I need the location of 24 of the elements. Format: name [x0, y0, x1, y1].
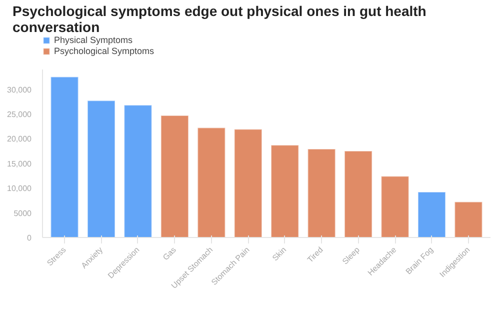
- bar: [86, 100, 116, 238]
- y-tick-label: 5000: [14, 208, 32, 218]
- x-tick-label: Gas: [161, 245, 178, 262]
- bar: [197, 127, 226, 238]
- chart-title: Psychological symptoms edge out physical ones in gut health conversation: [12, 3, 426, 35]
- y-tick-label: 30,000: [7, 85, 32, 94]
- y-tick-label: 10,000: [7, 184, 32, 194]
- bar: [307, 148, 336, 238]
- bar: [124, 104, 152, 238]
- legend-label: Psychological Symptoms: [54, 46, 154, 56]
- bar: [234, 128, 262, 238]
- bar: [380, 176, 410, 238]
- bar: [417, 192, 446, 238]
- bar: [160, 114, 189, 238]
- bar: [50, 76, 79, 238]
- y-tick-label: 15,000: [7, 159, 32, 168]
- bar: [270, 144, 300, 238]
- x-tick-label: Skin: [270, 245, 288, 263]
- y-tick-label: 0: [27, 234, 32, 242]
- bar: [454, 201, 483, 238]
- legend-label: Physical Symptoms: [54, 35, 133, 45]
- y-tick-label: 25,000: [7, 110, 32, 119]
- y-tick-label: 20,000: [7, 134, 32, 144]
- bar: [344, 150, 373, 238]
